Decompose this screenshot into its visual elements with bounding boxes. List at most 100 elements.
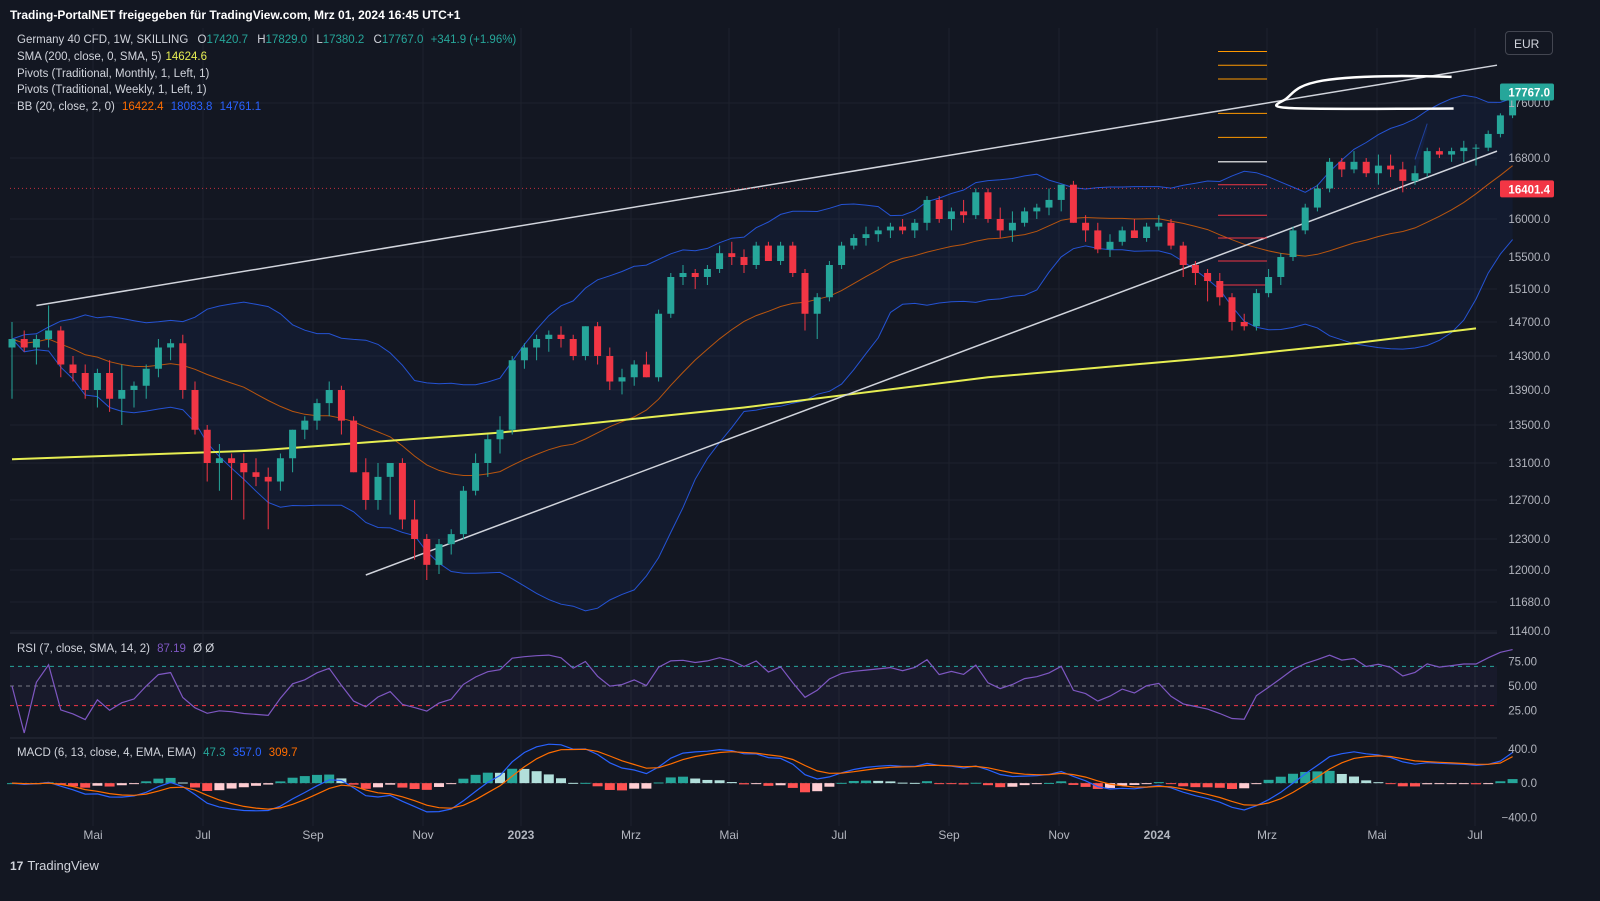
candle-body — [1252, 293, 1260, 327]
candle-body — [606, 356, 614, 382]
macd-histogram-bar — [946, 783, 957, 785]
tradingview-logo[interactable]: 17 TradingView — [10, 858, 99, 873]
candle-body — [106, 373, 114, 399]
sma-legend[interactable]: SMA (200, close, 0, SMA, 5) 14624.6 — [17, 51, 207, 63]
currency-button[interactable]: EUR — [1505, 31, 1553, 55]
macd-histogram-bar — [1056, 781, 1067, 784]
macd-histogram-bar — [104, 783, 115, 787]
macd-histogram-bar — [312, 774, 322, 784]
macd-histogram-bar — [519, 768, 530, 784]
macd-histogram-bar — [592, 783, 603, 787]
candle-body — [850, 238, 858, 246]
highlight-scribble — [1275, 74, 1454, 111]
candle-body — [581, 326, 589, 356]
candle-body — [557, 334, 565, 339]
projection-channel — [1415, 123, 1428, 178]
rsi-legend[interactable]: RSI (7, close, SMA, 14, 2) 87.19 Ø Ø — [17, 643, 214, 655]
candle-body — [838, 245, 846, 265]
macd-histogram-bar — [409, 783, 420, 789]
macd-histogram-bar — [299, 776, 310, 784]
macd-histogram-bar — [653, 782, 664, 784]
pivots-monthly-legend[interactable]: Pivots (Traditional, Monthly, 1, Left, 1… — [17, 68, 209, 80]
candle-body — [484, 439, 492, 463]
macd-legend[interactable]: MACD (6, 13, close, 4, EMA, EMA) 47.3 35… — [17, 747, 298, 759]
pivots-weekly-legend[interactable]: Pivots (Traditional, Weekly, 1, Left, 1) — [17, 84, 207, 96]
macd-histogram-bar — [1385, 783, 1396, 785]
macd-histogram-bar — [726, 782, 737, 784]
macd-histogram-bar — [1324, 770, 1335, 784]
bb-upper-line — [11, 94, 1513, 386]
bb-legend[interactable]: BB (20, close, 2, 0) 16422.4 18083.8 147… — [17, 101, 261, 113]
candle-body — [1423, 151, 1431, 174]
macd-histogram-bar — [373, 783, 383, 788]
candle-body — [411, 519, 419, 539]
candle-body — [154, 347, 162, 369]
candle-body — [118, 390, 126, 399]
candle-body — [276, 458, 284, 482]
bb-basis-line — [11, 165, 1513, 476]
price-tick-label: 13100.0 — [1508, 458, 1550, 470]
candle-body — [435, 544, 443, 565]
candle-body — [1167, 222, 1175, 246]
candle-body — [93, 373, 101, 390]
macd-signal-line — [11, 748, 1513, 810]
macd-histogram-bar — [482, 772, 493, 784]
candle-body — [1350, 161, 1358, 170]
macd-histogram-bar — [434, 783, 444, 787]
macd-histogram-bar — [1446, 783, 1457, 785]
macd-histogram-bar — [1141, 783, 1152, 785]
price-tick-label: 12300.0 — [1508, 534, 1550, 546]
macd-histogram-bar — [129, 783, 139, 785]
macd-histogram-bar — [1044, 782, 1054, 784]
macd-histogram-bar — [141, 781, 152, 784]
candle-body — [325, 390, 333, 404]
macd-histogram-bar — [116, 783, 127, 786]
macd-histogram-bar — [922, 781, 932, 784]
grid-lines — [10, 28, 1497, 826]
candle-body — [1265, 277, 1273, 294]
candle-body — [972, 192, 980, 216]
macd-histogram-bar — [1251, 783, 1262, 785]
candle-body — [618, 377, 626, 382]
candle-body — [1191, 265, 1199, 273]
candle-body — [960, 211, 968, 216]
macd-histogram-bar — [1422, 783, 1433, 785]
time-tick-label: Mai — [1367, 828, 1386, 842]
macd-histogram-bar — [568, 782, 579, 784]
high-label: H — [257, 34, 266, 46]
candle-body — [655, 313, 663, 378]
rsi-line — [11, 649, 1513, 734]
symbol-legend[interactable]: Germany 40 CFD, 1W, SKILLING O17420.7 H1… — [17, 34, 516, 46]
macd-histogram-bar — [714, 780, 725, 784]
candle-body — [1448, 151, 1456, 155]
macd-histogram-bar — [470, 774, 481, 784]
rsi-band — [10, 666, 1497, 706]
high-value: 17829.0 — [265, 34, 308, 46]
candle-body — [911, 222, 919, 231]
rsi-extra: Ø Ø — [193, 643, 215, 655]
macd-histogram-bar — [1373, 782, 1384, 784]
candle-body — [1155, 222, 1163, 227]
macd-histogram-bar — [812, 783, 823, 792]
macd-histogram-bar — [531, 771, 542, 784]
candle-body — [1094, 230, 1102, 250]
macd-histogram-bar — [702, 779, 713, 784]
candle-body — [728, 253, 736, 257]
candle-body — [886, 226, 894, 231]
candle-body — [191, 390, 199, 430]
candle-body — [167, 343, 175, 348]
candle-body — [630, 364, 638, 378]
macd-histogram-bar — [360, 783, 371, 789]
rsi-tick-label: 50.00 — [1508, 681, 1537, 693]
macd-histogram-bar — [678, 776, 688, 784]
candle-body — [899, 226, 907, 231]
macd-histogram-bar — [1214, 783, 1225, 788]
macd-histogram-bar — [580, 782, 591, 784]
macd-histogram-bar — [970, 782, 981, 784]
candle-body — [1106, 241, 1114, 250]
time-tick-label: Mai — [719, 828, 738, 842]
candle-body — [1033, 207, 1041, 212]
candle-body — [472, 463, 480, 491]
candle-body — [520, 347, 528, 361]
